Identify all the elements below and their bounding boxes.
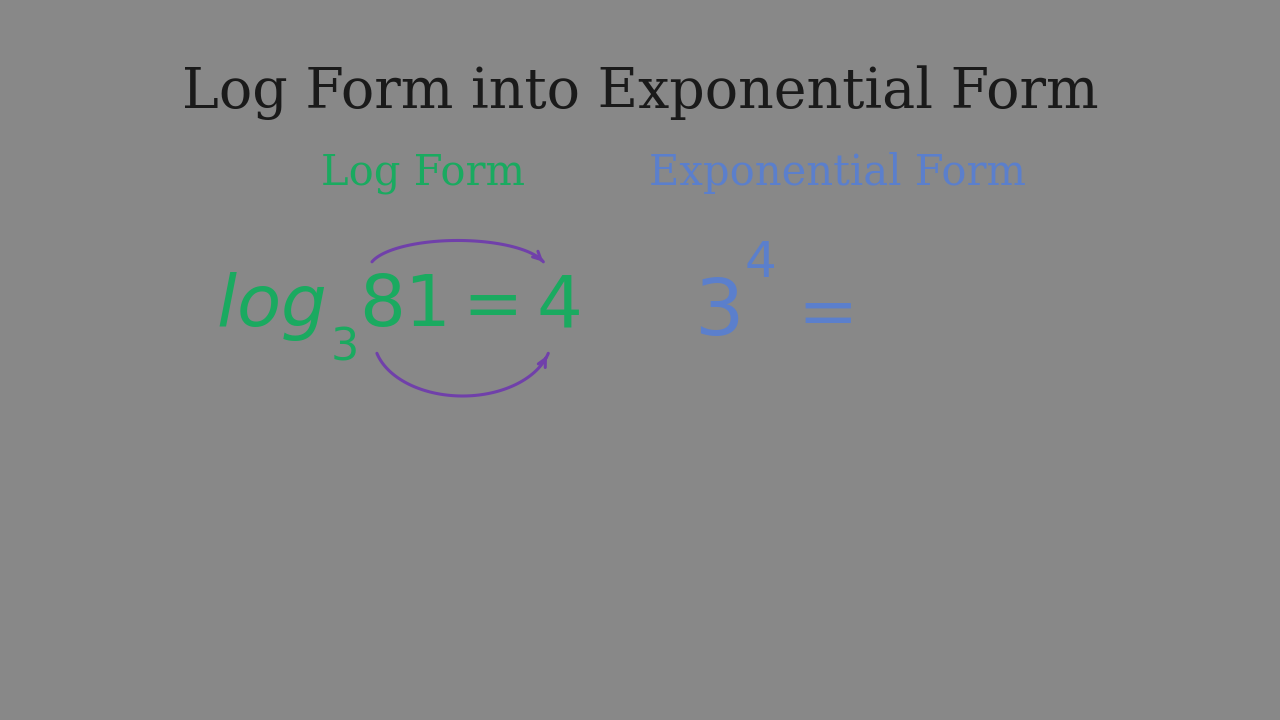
Text: Log Form: Log Form: [321, 152, 525, 194]
Text: Exponential Form: Exponential Form: [649, 152, 1025, 194]
Text: $\mathit{=4}$: $\mathit{=4}$: [448, 271, 580, 341]
Text: Log Form into Exponential Form: Log Form into Exponential Form: [182, 65, 1098, 120]
Text: $\mathit{4}$: $\mathit{4}$: [745, 238, 776, 287]
Text: $\mathit{81}$: $\mathit{81}$: [360, 271, 447, 341]
Text: $\mathit{log}$: $\mathit{log}$: [216, 269, 325, 343]
Text: $\mathit{3}$: $\mathit{3}$: [694, 275, 740, 351]
Text: $\mathit{=}$: $\mathit{=}$: [783, 278, 852, 348]
Text: $\mathit{3}$: $\mathit{3}$: [329, 325, 356, 369]
